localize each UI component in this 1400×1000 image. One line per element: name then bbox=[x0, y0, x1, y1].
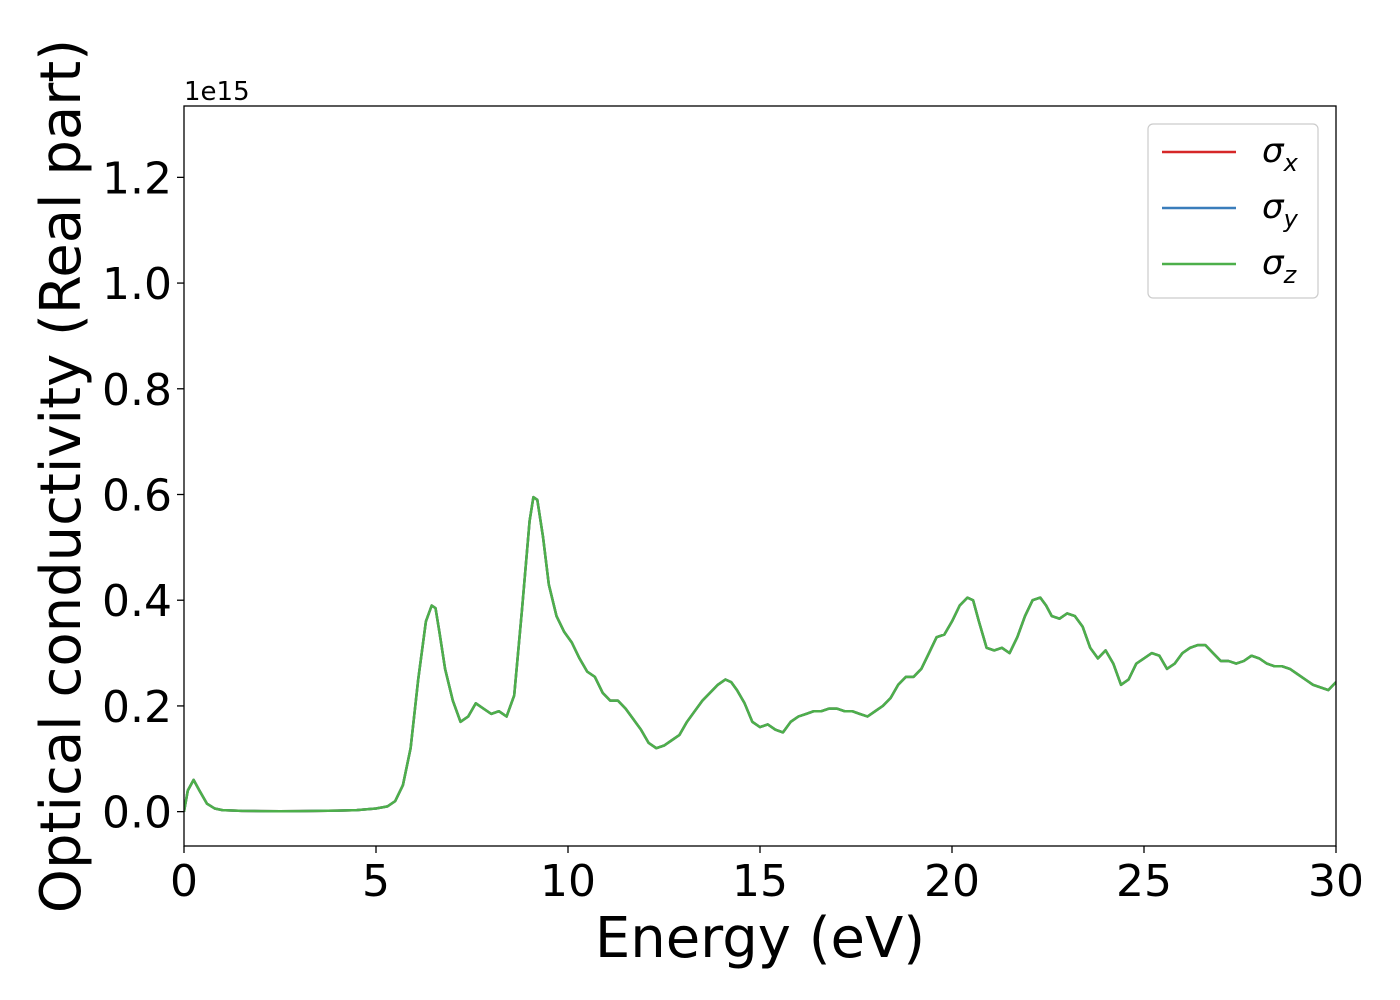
x-axis-label: Energy (eV) bbox=[595, 906, 925, 971]
series-line-z bbox=[184, 495, 1336, 813]
series-layer bbox=[184, 495, 1336, 813]
y-tick-label: 0.2 bbox=[102, 682, 172, 733]
legend-label-z: σz bbox=[1262, 243, 1298, 289]
y-offset-label: 1e15 bbox=[184, 77, 250, 107]
y-tick-label: 1.0 bbox=[102, 259, 172, 310]
y-tick-label: 0.0 bbox=[102, 788, 172, 839]
x-tick-label: 15 bbox=[732, 856, 788, 907]
y-tick-label: 0.8 bbox=[102, 365, 172, 416]
y-axis: 0.0 0.2 0.4 0.6 0.8 1.0 1.2 bbox=[102, 153, 184, 839]
x-tick-label: 30 bbox=[1308, 856, 1364, 907]
x-tick-label: 25 bbox=[1116, 856, 1172, 907]
legend-box bbox=[1147, 123, 1319, 299]
y-tick-label: 0.6 bbox=[102, 471, 172, 522]
y-tick-label: 0.4 bbox=[102, 576, 172, 627]
legend: σx σy σz bbox=[1147, 123, 1319, 299]
x-tick-label: 10 bbox=[540, 856, 596, 907]
legend-label-x: σx bbox=[1262, 131, 1299, 177]
y-tick-label: 1.2 bbox=[102, 153, 172, 204]
legend-label-y: σy bbox=[1262, 187, 1299, 233]
x-tick-label: 5 bbox=[362, 856, 390, 907]
x-tick-label: 0 bbox=[170, 856, 198, 907]
y-axis-label: Optical conductivity (Real part) bbox=[29, 39, 94, 913]
x-tick-label: 20 bbox=[924, 856, 980, 907]
x-axis: 0 5 10 15 20 25 30 bbox=[170, 846, 1364, 907]
